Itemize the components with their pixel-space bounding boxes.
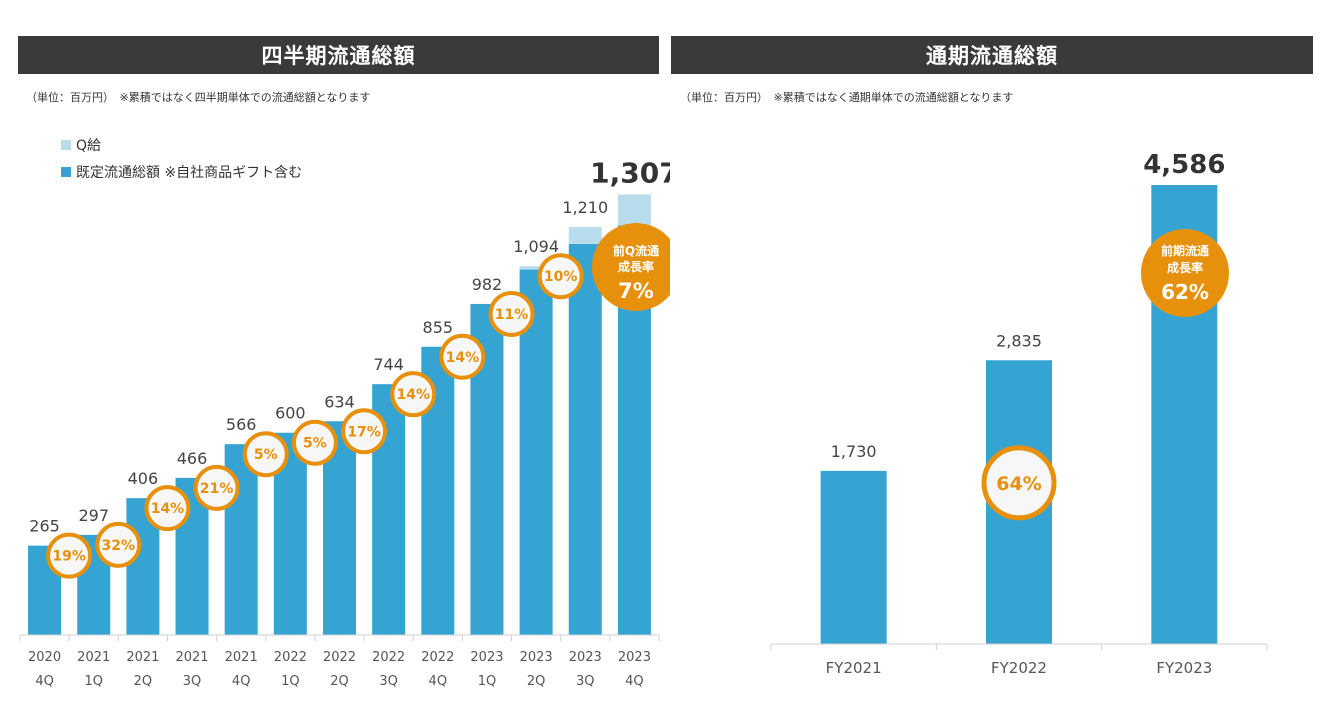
x-tick-label: FY2023 xyxy=(1156,659,1212,677)
bar-total-label: 634 xyxy=(324,392,355,411)
bar-total-label: 1,730 xyxy=(831,442,877,461)
bar-q xyxy=(568,227,602,244)
left-chart-title: 四半期流通総額 xyxy=(18,36,659,74)
x-tick-label-quarter: 3Q xyxy=(183,674,202,689)
growth-bubble xyxy=(95,521,142,568)
growth-bubble-label: 14% xyxy=(446,350,480,366)
bar-total-label: 855 xyxy=(423,318,454,337)
bar-total-label: 265 xyxy=(29,517,60,536)
bar-total-label: 406 xyxy=(128,469,159,488)
quarterly-gmv-chart: Q給 既定流通総額 ※自社商品ギフト含む 265 2020 4Q 297 2021 1Q 4… xyxy=(19,138,670,689)
yoy-growth-callout: 前期流通 成長率 62% xyxy=(1141,229,1229,317)
legend: Q給 既定流通総額 ※自社商品ギフト含む xyxy=(61,138,302,181)
x-tick-label-year: 2020 xyxy=(28,650,61,665)
x-tick-label-quarter: 4Q xyxy=(625,674,644,689)
x-tick-label-quarter: 3Q xyxy=(576,674,595,689)
callout-value: 7% xyxy=(618,279,654,303)
callout-line2: 成長率 xyxy=(1167,260,1203,275)
x-tick-label-year: 2022 xyxy=(274,650,307,665)
growth-bubble-label: 21% xyxy=(200,481,234,497)
right-unit-note: （単位：百万円） ※累積ではなく通期単体での流通総額となります xyxy=(680,91,1014,104)
x-tick-label-year: 2022 xyxy=(323,650,356,665)
growth-bubble-label: 64% xyxy=(996,473,1041,495)
x-tick-label-quarter: 2Q xyxy=(330,674,349,689)
x-tick-label-year: 2021 xyxy=(175,650,208,665)
callout-value: 62% xyxy=(1161,280,1209,304)
growth-bubble-label: 10% xyxy=(544,269,578,285)
x-tick-label-quarter: 4Q xyxy=(232,674,251,689)
callout-line1: 前期流通 xyxy=(1161,243,1209,258)
qoq-growth-callout: 前Q流通 成長率 7% xyxy=(592,223,670,311)
x-tick-label-quarter: 2Q xyxy=(134,674,153,689)
growth-bubble-label: 19% xyxy=(52,549,86,565)
growth-bubble-label: 17% xyxy=(347,424,381,440)
x-tick-label-year: 2023 xyxy=(569,650,602,665)
bar-total-label: 566 xyxy=(226,415,257,434)
legend-swatch-main xyxy=(61,167,71,177)
growth-bubble xyxy=(341,408,388,455)
right-chart-title: 通期流通総額 xyxy=(671,36,1313,74)
growth-bubble xyxy=(981,445,1057,521)
bar-q xyxy=(519,266,553,270)
x-tick-label-quarter: 1Q xyxy=(84,674,103,689)
growth-bubble xyxy=(193,464,240,511)
bar-total-label: 1,094 xyxy=(513,237,559,256)
x-tick-label: FY2022 xyxy=(991,659,1047,677)
growth-bubble xyxy=(537,253,584,300)
x-tick-label-year: 2022 xyxy=(421,650,454,665)
bar-main xyxy=(568,243,602,635)
x-tick-label-year: 2021 xyxy=(77,650,110,665)
legend-swatch-q xyxy=(61,140,71,150)
growth-bubble-label: 14% xyxy=(396,387,430,403)
growth-bubble-label: 11% xyxy=(495,307,529,323)
growth-bubble xyxy=(390,371,437,418)
bar-total-label: 982 xyxy=(472,275,503,294)
growth-bubble-label: 5% xyxy=(303,436,327,452)
growth-bubble xyxy=(291,419,338,466)
x-tick-label-year: 2022 xyxy=(372,650,405,665)
x-tick-label-year: 2023 xyxy=(470,650,503,665)
bar-q xyxy=(617,194,651,226)
growth-bubble-label: 32% xyxy=(102,538,136,554)
bar-total-label: 466 xyxy=(177,449,208,468)
callout-line1: 前Q流通 xyxy=(613,243,659,258)
growth-bubble-label: 5% xyxy=(254,447,278,463)
bar-total-label: 1,210 xyxy=(562,198,608,217)
x-tick-label-quarter: 3Q xyxy=(379,674,398,689)
legend-label-q: Q給 xyxy=(76,138,101,154)
bar-total-label: 744 xyxy=(373,355,404,374)
left-unit-note: （単位：百万円） ※累積ではなく四半期単体での流通総額となります xyxy=(26,91,371,104)
bar-total-label: 600 xyxy=(275,404,306,423)
x-tick-label-quarter: 1Q xyxy=(281,674,300,689)
x-tick-label-year: 2023 xyxy=(520,650,553,665)
bar-total-label: 2,835 xyxy=(996,331,1042,350)
callout-circle xyxy=(592,223,670,311)
growth-bubble xyxy=(46,532,93,579)
growth-bubbles-layer: 19% 32% 14% 21% 5% 5% 17% 14% 14% 11% 10% xyxy=(46,253,584,579)
bar-total-label: 297 xyxy=(78,506,109,525)
growth-bubble xyxy=(242,431,289,478)
x-tick-label-year: 2021 xyxy=(225,650,258,665)
legend-label-main: 既定流通総額 ※自社商品ギフト含む xyxy=(76,165,302,181)
callout-line2: 成長率 xyxy=(618,259,654,274)
x-tick-label: FY2021 xyxy=(826,659,882,677)
growth-bubble xyxy=(488,290,535,337)
bar-total-label: 1,307 xyxy=(590,156,670,189)
x-tick-label-quarter: 4Q xyxy=(429,674,448,689)
growth-bubble xyxy=(439,333,486,380)
bar-annual xyxy=(820,470,887,644)
bars-layer: 1,730 FY2021 2,835 FY2022 64% 4,586 FY2023 xyxy=(820,150,1225,677)
x-tick-label-quarter: 2Q xyxy=(527,674,546,689)
x-tick-label-quarter: 1Q xyxy=(478,674,497,689)
growth-bubble xyxy=(144,485,191,532)
bar-total-label: 4,586 xyxy=(1143,150,1225,180)
callout-circle xyxy=(1141,229,1229,317)
x-tick-label-quarter: 4Q xyxy=(35,674,54,689)
x-tick-label-year: 2023 xyxy=(618,650,651,665)
growth-bubble-label: 14% xyxy=(151,501,185,517)
x-tick-label-year: 2021 xyxy=(126,650,159,665)
annual-gmv-chart: 1,730 FY2021 2,835 FY2022 64% 4,586 FY2023 前期流… xyxy=(770,150,1268,677)
